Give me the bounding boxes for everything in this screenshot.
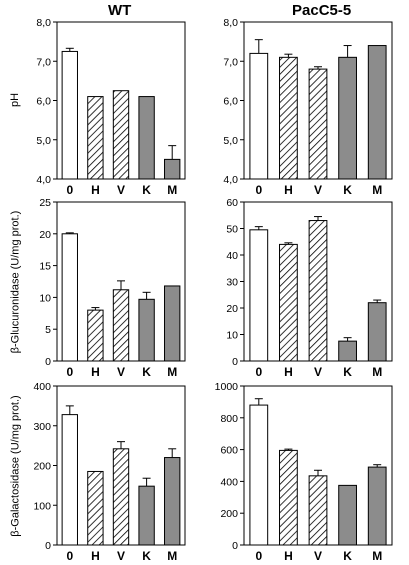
panel-5-bar-H: [279, 449, 298, 546]
panel-2-ytick-label-0: 0: [45, 356, 51, 368]
panel-3-bar-K: [338, 340, 357, 362]
panel-2-ytick-label-5: 25: [39, 197, 51, 209]
panel-0-xtick-label-M: M: [167, 183, 177, 197]
panel-2-bar-K: [138, 298, 155, 362]
panel-4-ytick-label-0: 0: [45, 540, 51, 552]
panel-3-bar-0: [249, 229, 269, 362]
panel-3-bar-V: [308, 220, 328, 362]
panel-1-ytick-label-1: 5,0: [223, 135, 238, 147]
panel-1-xtick-label-M: M: [372, 183, 382, 197]
panel-0-bar-0: [61, 50, 78, 180]
panel-5-bar-0: [249, 404, 269, 546]
panel-4-ytick-label-2: 200: [33, 461, 51, 473]
panel-0-xtick-label-0: 0: [66, 183, 73, 197]
panel-4-xtick-label-K: K: [142, 549, 151, 563]
panel-0-bar-K: [138, 96, 155, 180]
panel-3-xtick-label-M: M: [372, 365, 382, 379]
panel-4-bar-K: [138, 485, 155, 546]
panel-1-bar-K: [338, 56, 357, 180]
panel-0-ytick-label-4: 8,0: [36, 17, 51, 29]
panel-1-xtick-label-0: 0: [255, 183, 262, 197]
panel-4-ytick-label-4: 400: [33, 381, 51, 393]
panel-4-ytick-label-1: 100: [33, 500, 51, 512]
panel-0-xtick-label-H: H: [91, 183, 100, 197]
panel-1-bar-0: [249, 52, 269, 180]
panel-0-ytick-label-0: 4,0: [36, 174, 51, 186]
panel-4-ytick-label-3: 300: [33, 421, 51, 433]
panel-1-bar-H: [279, 56, 298, 180]
panel-5-bar-V: [308, 475, 328, 546]
panel-1-ytick-label-3: 7,0: [223, 56, 238, 68]
panel-2-xtick-label-V: V: [117, 365, 125, 379]
panel-4-xtick-label-M: M: [167, 549, 177, 563]
panel-1-xtick-label-K: K: [343, 183, 352, 197]
panel-3-ytick-label-4: 40: [226, 250, 238, 262]
panel-2-bar-V: [112, 289, 130, 362]
column-title-pacc5-5: PacC5-5: [292, 2, 352, 19]
panel-5-ytick-label-4: 800: [220, 413, 238, 425]
panel-4-xtick-label-0: 0: [66, 549, 73, 563]
panel-0-bar-M: [164, 158, 181, 180]
panel-4-xtick-label-H: H: [91, 549, 100, 563]
panel-3-ytick-label-0: 0: [232, 356, 238, 368]
panel-2-ytick-label-2: 10: [39, 292, 51, 304]
panel-3-ytick-label-2: 20: [226, 303, 238, 315]
panel-2-xtick-label-0: 0: [66, 365, 73, 379]
panel-2-ytick-label-3: 15: [39, 261, 51, 273]
panel-0-xtick-label-V: V: [117, 183, 125, 197]
panel-3-ytick-label-1: 10: [226, 330, 238, 342]
panel-4-bar-H: [87, 470, 104, 546]
panel-1-ytick-label-2: 6,0: [223, 96, 238, 108]
panel-5-bar-K: [338, 484, 357, 546]
panel-5-ytick-label-2: 400: [220, 476, 238, 488]
panel-1-bar-M: [367, 45, 387, 180]
panel-2-ytick-label-1: 5: [45, 324, 51, 336]
panel-5-ytick-label-5: 1000: [215, 381, 239, 393]
panel-3-ytick-label-5: 50: [226, 224, 238, 236]
panel-3-ytick-label-3: 30: [226, 277, 238, 289]
panel-2-bar-0: [61, 233, 78, 362]
panel-0-ytick-label-3: 7,0: [36, 56, 51, 68]
panel-2-xtick-label-K: K: [142, 365, 151, 379]
panel-2-xtick-label-M: M: [167, 365, 177, 379]
panel-1-xtick-label-H: H: [284, 183, 293, 197]
panel-0-ytick-label-2: 6,0: [36, 96, 51, 108]
panel-5-ytick-label-0: 0: [232, 540, 238, 552]
panel-5-ytick-label-3: 600: [220, 445, 238, 457]
panel-1-ytick-label-0: 4,0: [223, 174, 238, 186]
panel-1-ytick-label-4: 8,0: [223, 17, 238, 29]
panel-3-bar-M: [367, 302, 387, 362]
panel-4-bar-0: [61, 414, 78, 546]
panel-4-xtick-label-V: V: [117, 549, 125, 563]
panel-3-xtick-label-K: K: [343, 365, 352, 379]
panel-5-xtick-label-H: H: [284, 549, 293, 563]
panel-2-bar-M: [164, 285, 181, 362]
panel-3-bar-H: [279, 243, 298, 362]
panel-0-bar-V: [112, 90, 130, 180]
panel-5-ytick-label-1: 200: [220, 508, 238, 520]
column-title-wt: WT: [108, 2, 132, 19]
panel-5-xtick-label-0: 0: [255, 549, 262, 563]
panel-5-xtick-label-V: V: [314, 549, 322, 563]
panel-0-bar-H: [87, 96, 104, 180]
panel-3-xtick-label-0: 0: [255, 365, 262, 379]
panel-2-xtick-label-H: H: [91, 365, 100, 379]
panel-3-xtick-label-V: V: [314, 365, 322, 379]
panel-1-bar-V: [308, 68, 328, 180]
panel-2-ytick-label-4: 20: [39, 229, 51, 241]
panel-4-bar-M: [164, 457, 181, 546]
panel-2-bar-H: [87, 309, 104, 362]
panel-5-xtick-label-K: K: [343, 549, 352, 563]
panel-0-ytick-label-1: 5,0: [36, 135, 51, 147]
panel-3-xtick-label-H: H: [284, 365, 293, 379]
panel-3-ytick-label-6: 60: [226, 197, 238, 209]
panel-5-xtick-label-M: M: [372, 549, 382, 563]
panel-4-bar-V: [112, 448, 130, 546]
panel-5-bar-M: [367, 466, 387, 546]
panel-0-xtick-label-K: K: [142, 183, 151, 197]
panel-1-xtick-label-V: V: [314, 183, 322, 197]
